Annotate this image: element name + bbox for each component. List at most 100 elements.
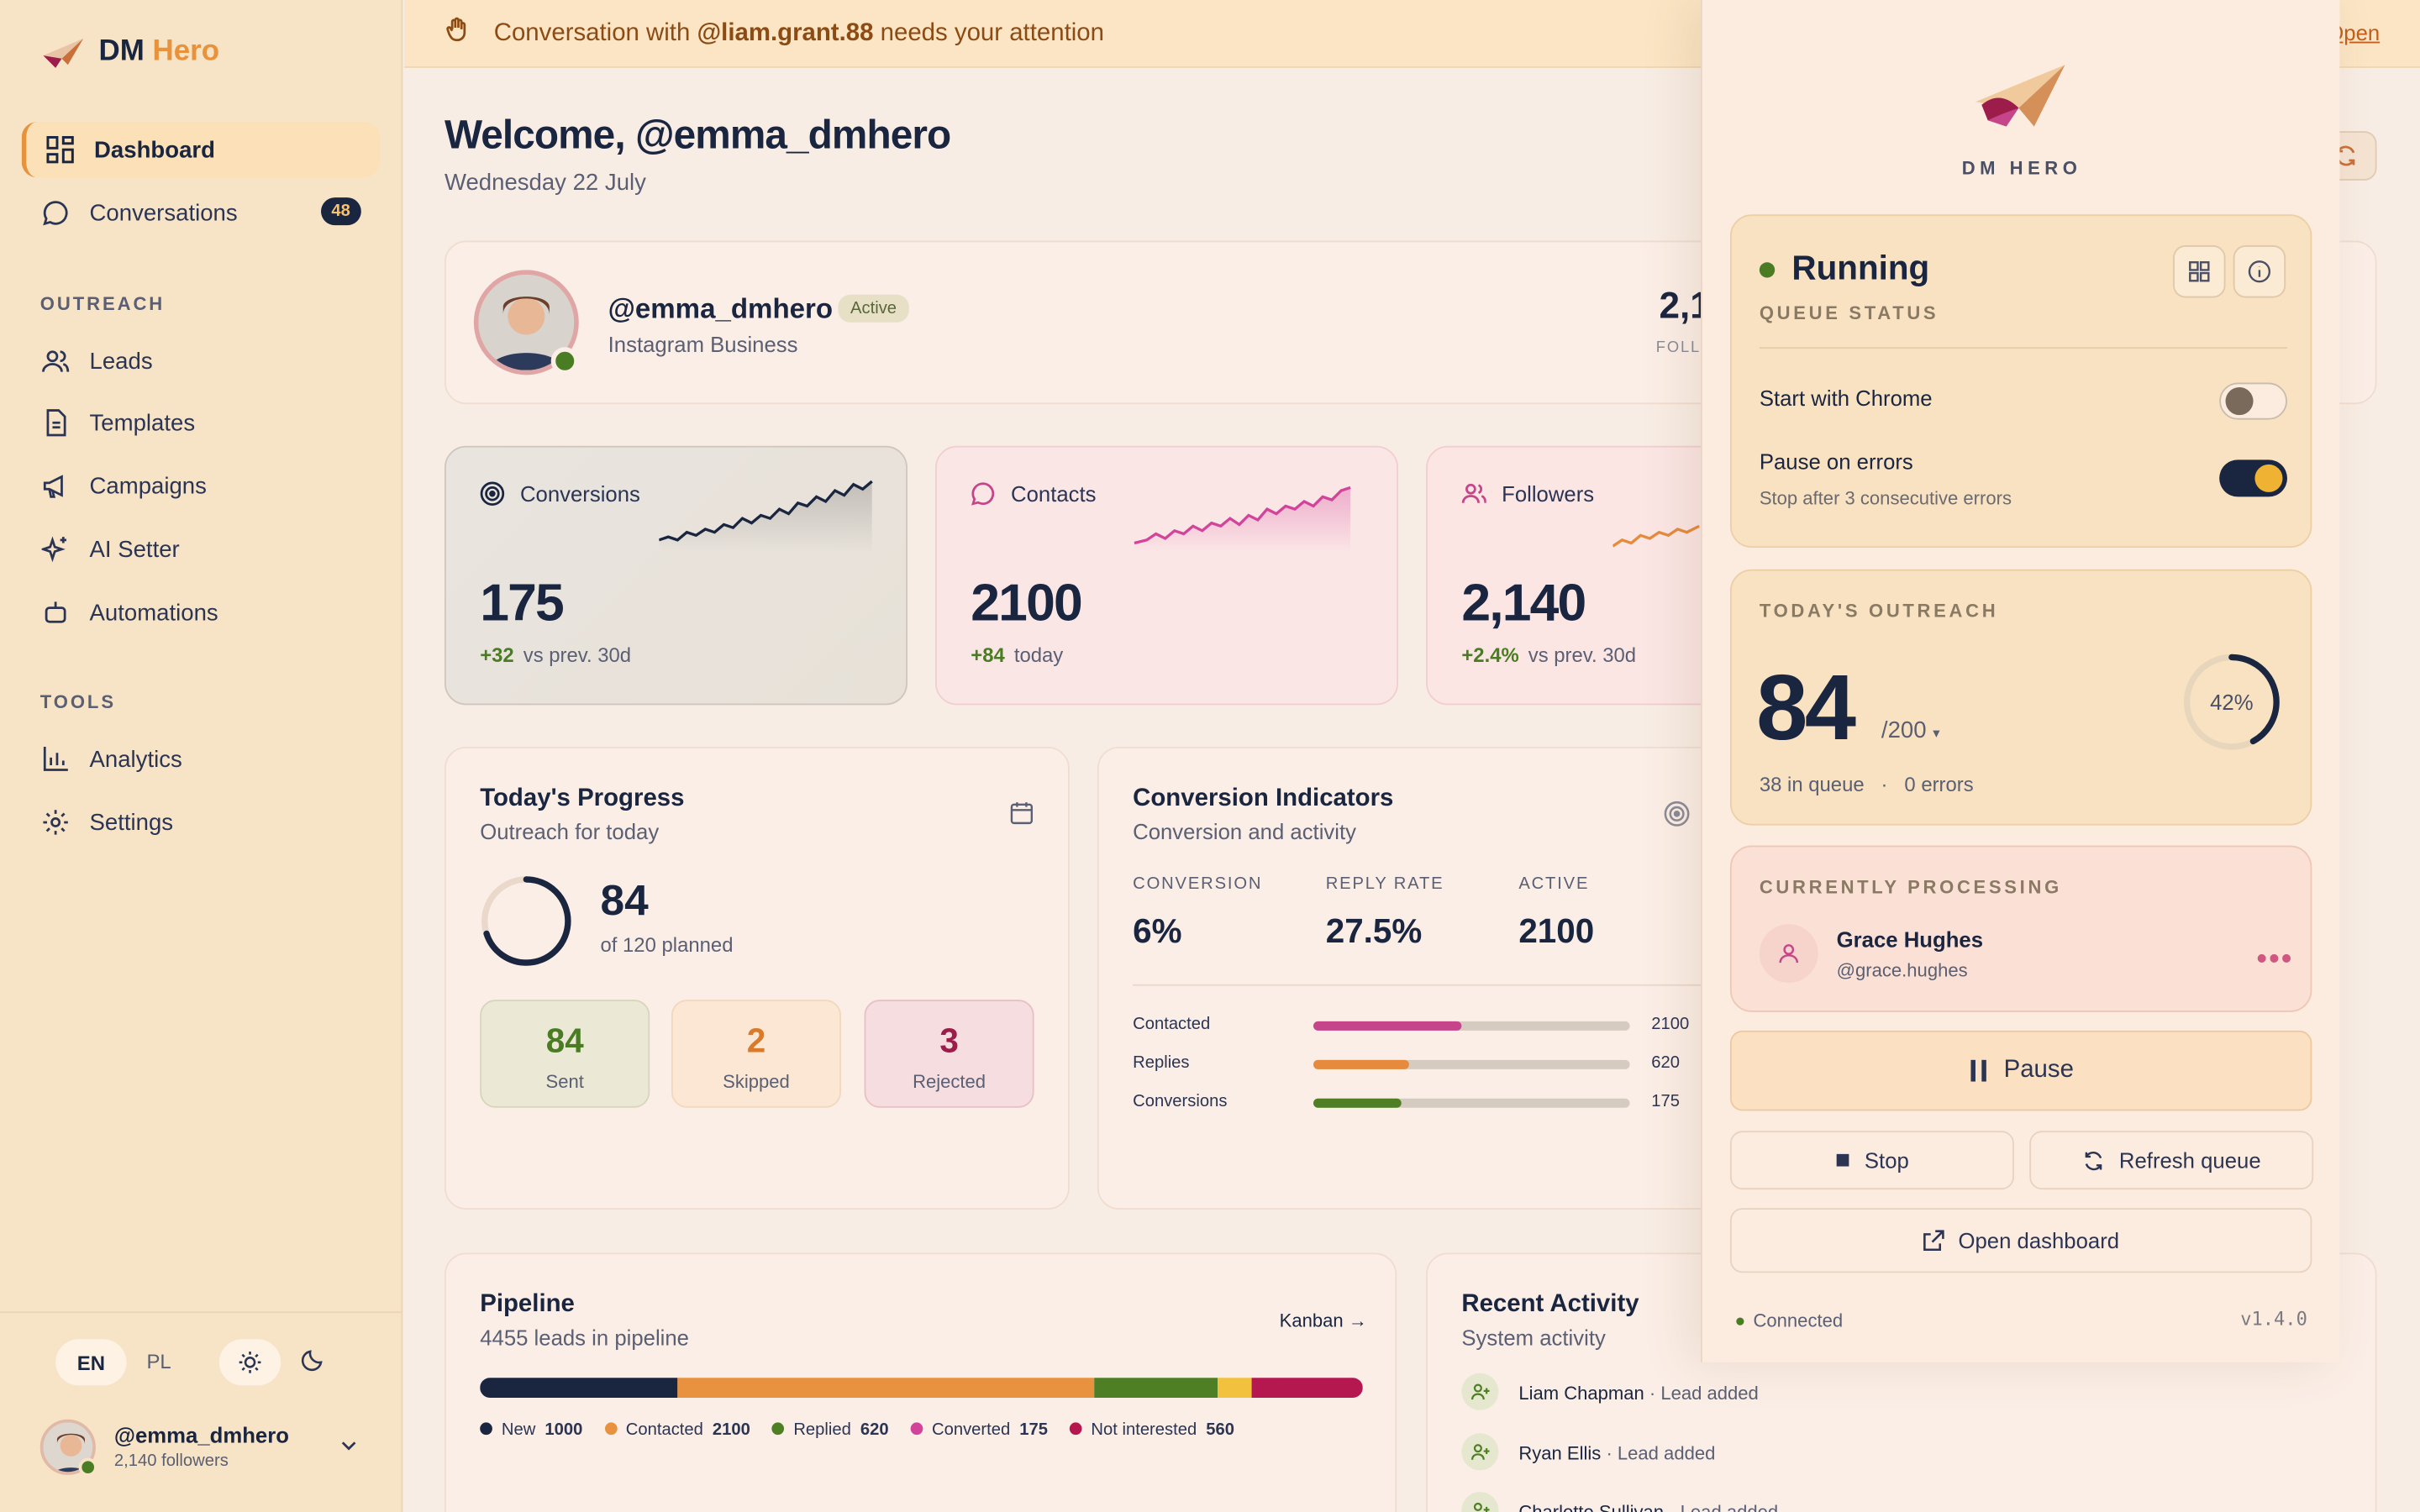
pipeline-segment-0 [480,1378,679,1399]
pause-on-errors-description: Stop after 3 consecutive errors [1759,487,2012,510]
open-dashboard-button[interactable]: Open dashboard [1729,1208,2312,1273]
light-theme-button[interactable] [218,1339,281,1386]
legend-item: Not interested 560 [1069,1421,1234,1440]
card-subtitle: Outreach for today [480,819,660,844]
chat-bubble-icon [40,197,71,228]
pause-on-errors-toggle[interactable] [2219,459,2287,497]
lang-pl-button[interactable]: PL [146,1350,171,1373]
profile-stat-label: FOLLO [1655,339,1715,357]
refresh-queue-button[interactable]: Refresh queue [2029,1131,2314,1190]
card-subtitle: Conversion and activity [1133,819,1357,844]
outreach-meta: 38 in queue · 0 errors [1759,773,1974,796]
user-avatar[interactable] [39,1419,96,1475]
nav-dashboard[interactable]: Dashboard [21,122,380,178]
followers-sparkline [1612,524,1700,548]
paper-plane-logo-icon [43,38,84,68]
users-icon [40,345,71,376]
moon-icon [301,1350,323,1372]
external-link-icon [1923,1230,1944,1252]
calendar-icon[interactable] [1009,801,1034,833]
dark-theme-button[interactable] [301,1347,325,1379]
pipeline-segment-1 [678,1378,1095,1399]
nav-leads[interactable]: Leads [22,333,380,389]
legend-item: Replied 620 [771,1420,889,1440]
legend-value: 2100 [712,1420,750,1440]
currently-processing-panel: CURRENTLY PROCESSING Grace Hughes @grace… [1729,845,2312,1012]
grid-view-button[interactable] [2173,245,2226,298]
outreach-percent: 42% [2210,690,2254,715]
legend-label: Replied [793,1420,851,1440]
brand-logo[interactable]: DM Hero [40,34,219,71]
lang-en-button[interactable]: EN [55,1339,127,1386]
profile-handle: @emma_dmhero [608,292,834,324]
online-status-dot [78,1457,97,1477]
nav-automations-label: Automations [89,599,218,626]
legend-dot [771,1422,785,1436]
card-subtitle: System activity [1461,1325,1606,1351]
sun-icon [239,1351,261,1373]
skipped-stat: 2 Skipped [671,1000,842,1108]
kpi-conversions-card[interactable]: Conversions 175 +32 vs prev. 30d [444,445,908,706]
page-title: Welcome, @emma_dmhero [444,111,951,158]
pause-icon [1971,1059,1987,1082]
arrow-right-icon: → [1348,1310,1367,1332]
progress-ring [481,876,571,966]
divider [1759,347,2287,349]
nav-campaigns-label: Campaigns [89,472,207,500]
user-icon [1759,924,1818,983]
nav-conversations[interactable]: Conversations 48 [22,185,380,240]
nav-automations[interactable]: Automations [22,585,380,640]
progress-value: 84 [600,876,649,925]
nav-ai-setter[interactable]: AI Setter [22,522,380,577]
nav-analytics[interactable]: Analytics [22,732,380,787]
legend-value: 175 [1019,1420,1049,1440]
kanban-link[interactable]: Kanban → [1279,1310,1367,1332]
replies-bar: Replies 620 [1133,1053,1680,1073]
legend-value: 1000 [544,1420,583,1440]
nav-conversations-label: Conversations [89,199,238,227]
running-status-label: Running [1791,248,1930,287]
nav-leads-label: Leads [89,348,153,375]
connection-status: Connected [1736,1310,1843,1331]
legend-item: Contacted 2100 [604,1421,750,1440]
legend-value: 620 [860,1420,889,1440]
user-menu-chevron-down-icon[interactable] [338,1435,360,1464]
conversion-rate-stat: CONVERSION 6% [1133,874,1263,951]
popup-title: DM HERO [1961,157,2082,180]
nav-settings[interactable]: Settings [22,795,380,850]
active-stat: ACTIVE 2100 [1518,874,1595,951]
processing-handle: @grace.hughes [1836,959,1968,982]
user-plus-icon [1461,1492,1499,1512]
users-icon [1461,481,1487,514]
info-button[interactable] [2233,245,2286,298]
pipeline-stacked-bar [480,1378,1363,1399]
legend-dot [480,1422,492,1436]
nav-templates[interactable]: Templates [22,395,380,450]
start-with-chrome-toggle[interactable] [2219,382,2287,420]
user-plus-icon [1461,1373,1499,1410]
nav-settings-label: Settings [89,809,174,836]
chat-bubble-icon [971,481,995,514]
pause-on-errors-label: Pause on errors [1759,449,1913,474]
nav-campaigns[interactable]: Campaigns [22,458,380,513]
legend-label: Converted [932,1420,1011,1440]
hand-icon [445,15,472,50]
todays-outreach-panel: TODAY'S OUTREACH 84 /200 ▾ 42% 38 in que… [1729,569,2312,826]
conversions-bar: Conversions 175 [1133,1092,1680,1111]
paper-plane-logo-icon [1975,65,2065,127]
user-handle: @emma_dmhero [113,1422,289,1447]
status-badge: Active [838,294,909,323]
card-title: Pipeline [480,1291,575,1318]
stop-button[interactable]: Stop [1729,1131,2014,1190]
loading-dots-icon: ••• [2256,942,2294,977]
start-with-chrome-label: Start with Chrome [1759,386,1933,411]
outreach-value: 84 [1756,655,1856,759]
profile-avatar [473,270,579,375]
info-icon [2248,260,2271,283]
kpi-label: Followers [1502,481,1595,507]
kpi-contacts-card[interactable]: Contacts 2100 +84 today [935,445,1399,706]
refresh-icon [2085,1151,2102,1170]
pause-button[interactable]: Pause [1729,1030,2312,1111]
nav-dashboard-label: Dashboard [94,136,215,163]
